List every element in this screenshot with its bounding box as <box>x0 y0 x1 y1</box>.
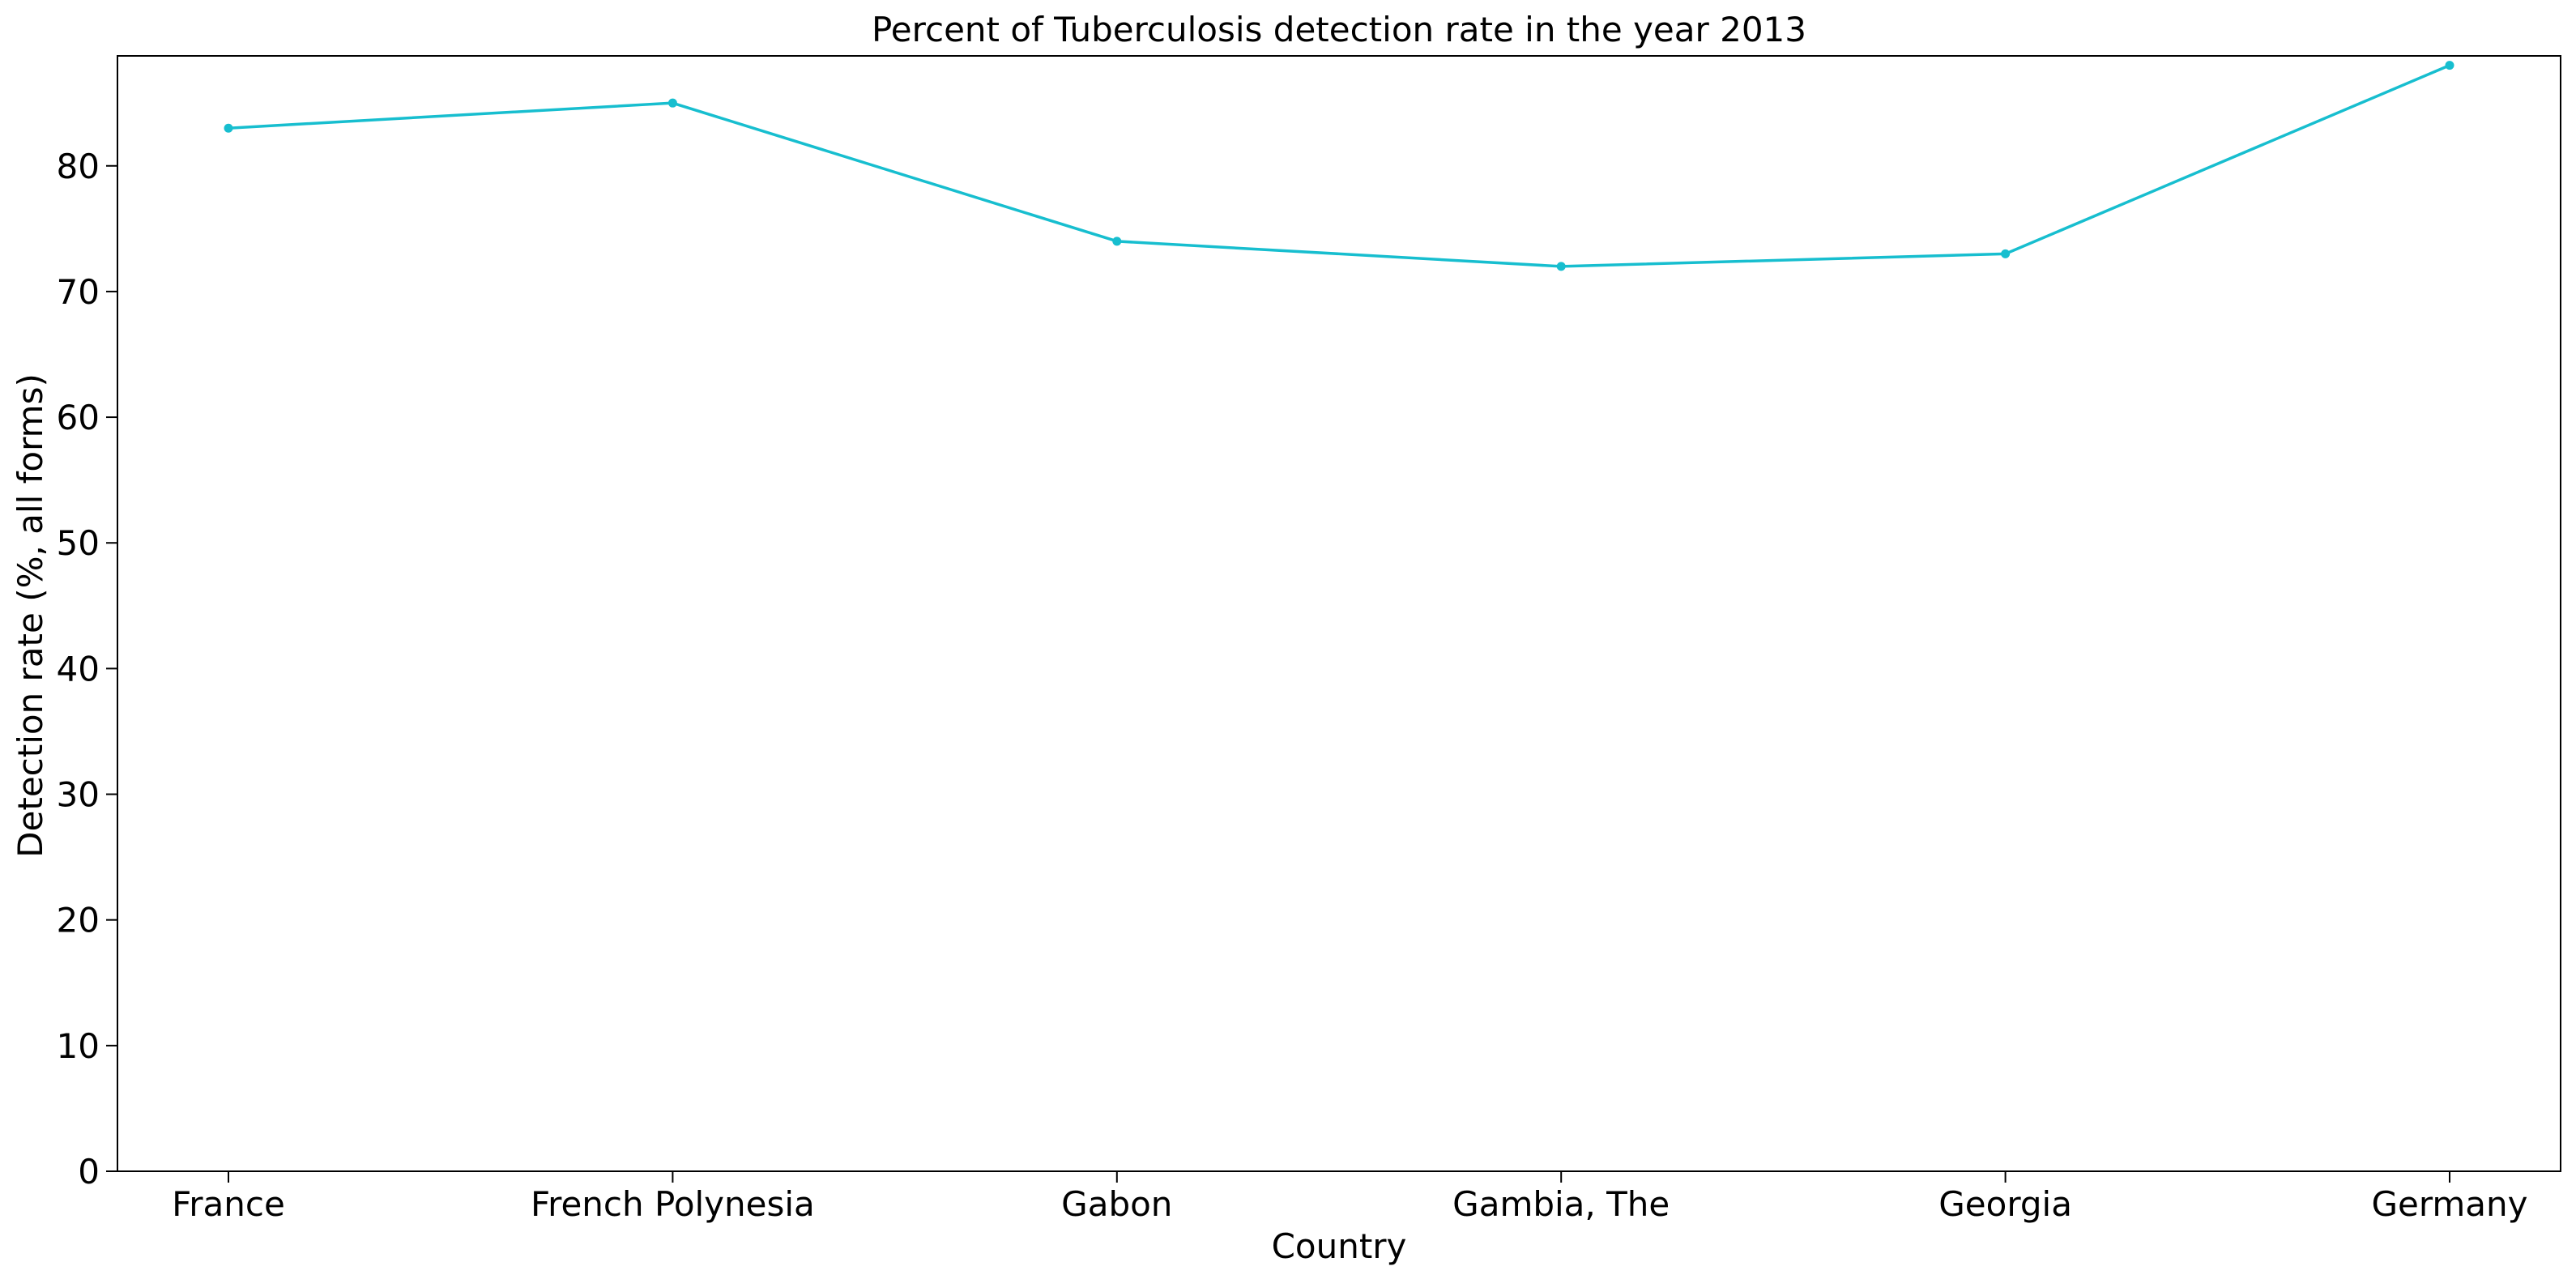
data-point <box>2445 61 2454 70</box>
x-axis-label: Country <box>1272 1226 1407 1266</box>
y-axis: 0 10 20 30 40 50 60 70 80 <box>57 147 117 1192</box>
chart-title: Percent of Tuberculosis detection rate i… <box>872 10 1806 49</box>
x-tick-label: French Polynesia <box>531 1184 815 1224</box>
series-line <box>227 63 2451 268</box>
y-tick-label: 40 <box>57 649 100 689</box>
x-tick-label: France <box>172 1184 285 1224</box>
y-axis-label: Detection rate (%, all forms) <box>11 373 50 858</box>
plot-frame <box>117 55 2561 1172</box>
data-point <box>1112 237 1122 246</box>
x-tick-label: Georgia <box>1938 1184 2072 1224</box>
y-tick-label: 10 <box>57 1026 100 1066</box>
y-tick-label: 0 <box>78 1152 100 1192</box>
data-point <box>2001 249 2011 258</box>
y-tick-label: 80 <box>57 147 100 186</box>
x-tick-label: Gabon <box>1061 1184 1172 1224</box>
x-tick-label: Germany <box>2371 1184 2527 1224</box>
y-tick-label: 60 <box>57 398 100 437</box>
data-point <box>1556 262 1566 271</box>
y-tick-label: 50 <box>57 523 100 563</box>
y-tick-label: 20 <box>57 901 100 940</box>
x-tick-label: Gambia, The <box>1452 1184 1670 1224</box>
y-tick-label: 70 <box>57 272 100 312</box>
plot-area <box>224 61 2454 271</box>
y-tick-label: 30 <box>57 775 100 815</box>
x-axis: France French Polynesia Gabon Gambia, The Ge… <box>172 1171 2528 1224</box>
data-point <box>667 98 677 108</box>
data-point <box>224 123 233 133</box>
